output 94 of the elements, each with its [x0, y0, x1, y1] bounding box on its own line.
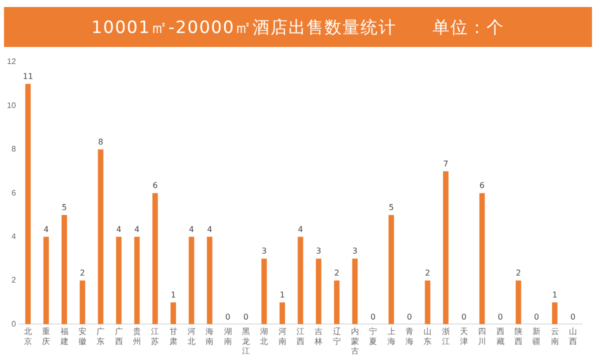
data-label: 0	[498, 312, 503, 322]
x-tick-label: 河北	[187, 327, 196, 346]
bar	[170, 302, 176, 324]
x-tick-label: 湖南	[224, 327, 232, 346]
data-label: 0	[370, 312, 376, 322]
bar	[116, 236, 122, 324]
x-tick-label: 安徽	[78, 327, 86, 346]
data-label: 4	[207, 224, 212, 234]
data-label: 1	[170, 290, 176, 300]
data-label: 2	[425, 268, 430, 278]
bar	[25, 84, 31, 324]
x-tick-label: 江西	[296, 327, 304, 346]
x-tick-label: 山西	[568, 327, 577, 346]
data-label: 5	[388, 203, 394, 212]
x-tick-label: 贵州	[132, 327, 141, 346]
data-label: 0	[534, 312, 540, 322]
x-tick-label: 福建	[59, 327, 68, 346]
bar	[316, 258, 322, 324]
y-tick-label: 2	[11, 276, 16, 285]
data-label: 7	[443, 159, 448, 168]
bar	[479, 193, 485, 324]
data-label: 3	[352, 246, 358, 256]
data-label: 4	[44, 224, 49, 234]
data-label: 5	[62, 203, 67, 212]
x-tick-label: 甘肃	[169, 327, 178, 346]
x-tick-label: 湖北	[260, 327, 268, 346]
x-tick-label: 河南	[278, 327, 286, 346]
bar	[388, 214, 394, 324]
x-tick-label: 新疆	[532, 327, 541, 346]
x-tick-label: 浙江	[442, 327, 450, 346]
bar	[352, 258, 358, 324]
chart-subtitle: 单位：个	[432, 16, 505, 38]
data-label: 3	[316, 246, 322, 256]
bar	[516, 280, 522, 324]
bar	[134, 236, 140, 324]
x-tick-label: 辽宁	[332, 327, 341, 346]
bar	[80, 280, 86, 324]
bar	[261, 258, 267, 324]
data-label: 4	[134, 224, 140, 234]
x-tick-label: 黑龙江	[242, 327, 250, 356]
bar	[62, 214, 68, 324]
bar	[98, 149, 104, 324]
data-label: 6	[480, 181, 485, 190]
bar	[188, 236, 194, 324]
x-tick-label: 天津	[460, 327, 468, 346]
chart-title: 10001㎡-20000㎡酒店出售数量统计	[91, 16, 397, 38]
x-tick-label: 广西	[114, 327, 123, 346]
data-label: 4	[298, 224, 303, 234]
bar	[298, 236, 304, 324]
bar	[424, 280, 430, 324]
x-tick-label: 上海	[387, 327, 396, 346]
data-label: 0	[243, 312, 248, 322]
data-label: 1	[552, 290, 558, 300]
data-label: 3	[262, 246, 267, 256]
bar	[552, 302, 558, 324]
x-tick-label: 青海	[405, 327, 414, 346]
y-tick-label: 10	[6, 100, 16, 110]
y-tick-label: 6	[11, 188, 16, 198]
data-label: 2	[334, 268, 340, 278]
data-label: 8	[98, 137, 104, 146]
bar	[206, 236, 212, 324]
y-tick-label: 0	[11, 319, 16, 328]
x-tick-label: 吉林	[314, 327, 323, 346]
x-tick-label: 山东	[424, 327, 432, 346]
bar	[443, 171, 448, 324]
data-label: 4	[116, 224, 122, 234]
data-label: 11	[22, 72, 34, 81]
data-label: 0	[461, 312, 466, 322]
x-tick-label: 重庆	[42, 327, 50, 346]
data-label: 2	[80, 268, 86, 278]
x-tick-label: 广东	[96, 327, 105, 346]
data-label: 2	[516, 268, 521, 278]
x-tick-label: 四川	[478, 327, 486, 346]
x-tick-label: 内蒙古	[350, 327, 359, 356]
bar	[43, 236, 49, 324]
bar	[334, 280, 340, 324]
bar	[152, 193, 158, 324]
x-tick-label: 江苏	[151, 327, 160, 346]
data-label: 0	[570, 312, 576, 322]
x-tick-label: 北京	[24, 327, 32, 346]
x-tick-label: 云南	[550, 327, 559, 346]
data-label: 0	[225, 312, 230, 322]
y-tick-label: 8	[11, 144, 16, 154]
x-tick-label: 海南	[206, 327, 214, 346]
data-label: 1	[280, 290, 285, 300]
data-label: 6	[152, 181, 158, 190]
x-tick-label: 西藏	[496, 327, 504, 346]
x-tick-label: 陕西	[514, 327, 522, 346]
bar	[280, 302, 286, 324]
data-label: 0	[406, 312, 412, 322]
y-tick-label: 4	[11, 232, 16, 242]
data-label: 4	[188, 224, 194, 234]
x-tick-label: 宁夏	[369, 327, 378, 346]
y-tick-label: 12	[6, 57, 16, 66]
